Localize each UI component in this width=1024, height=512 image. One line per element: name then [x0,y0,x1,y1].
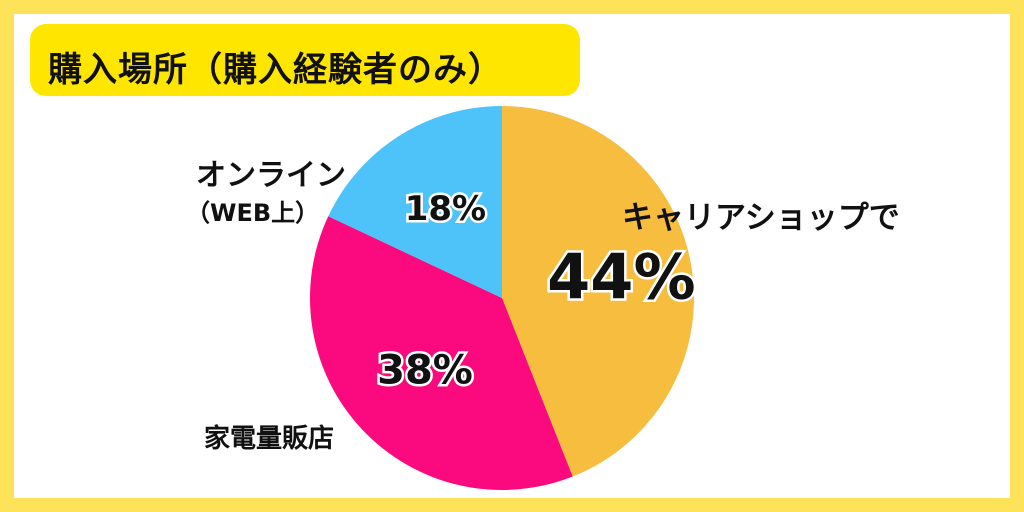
pie-value-label: 18% [405,189,486,229]
pie-value-label: 44% [547,241,695,314]
label-electronics-store: 家電量販店 [204,424,335,454]
pie-slice [309,216,573,491]
chart-title: 購入場所（購入経験者のみ） [48,50,503,90]
label-carrier-shop: キャリアショップで [622,200,900,236]
title-box [30,24,580,96]
label-online-line2: （WEB上） [186,199,320,227]
pie-value-labels: 44% 38% 18% [375,186,698,395]
pie-value-label: 38% [377,347,473,393]
pie-slices [309,106,695,491]
pie-slice [328,106,502,298]
pie-slice [502,106,695,477]
label-online-line1: オンライン [196,158,346,193]
